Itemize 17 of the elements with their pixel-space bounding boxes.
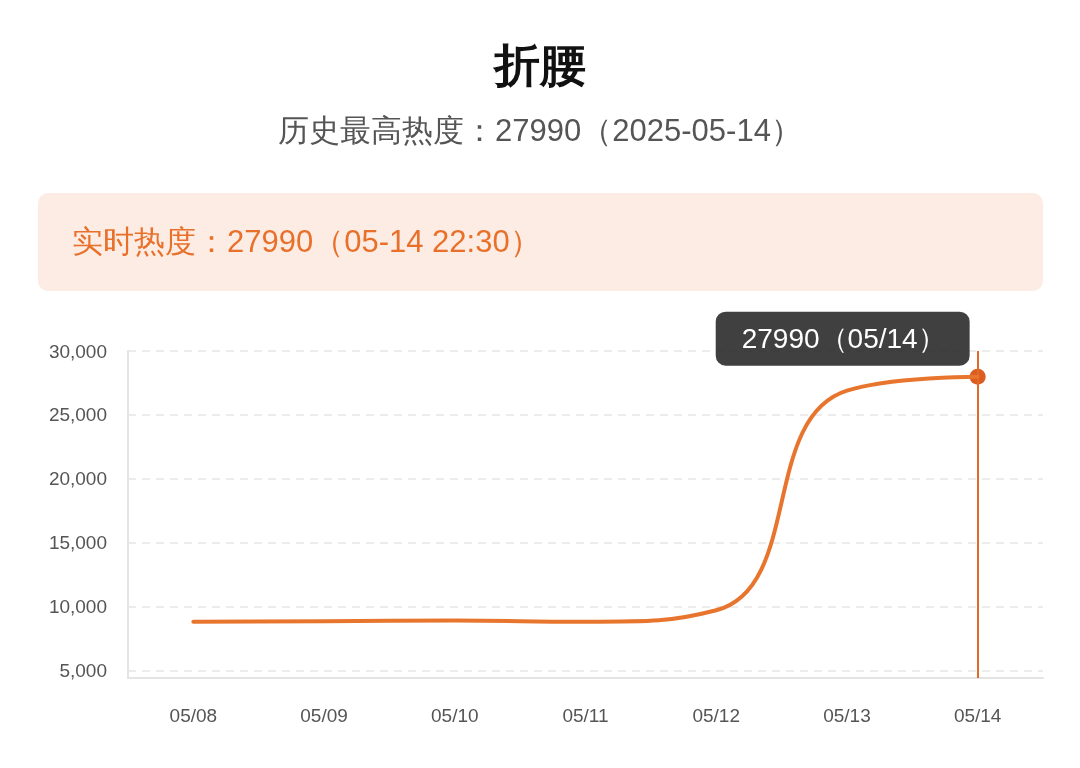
x-tick-label: 05/14 [953,705,1002,726]
y-tick-label: 15,000 [48,532,107,554]
y-tick-label: 5,000 [59,659,107,681]
y-tick-label: 25,000 [48,404,107,426]
chart-title: 折腰 [492,38,587,93]
y-tick-label: 10,000 [48,595,107,617]
x-tick-label: 05/09 [300,705,348,726]
chart-subtitle: 历史最高热度：27990（2025-05-14） [277,112,803,150]
y-tick-label: 20,000 [48,468,107,490]
x-tick-label: 05/08 [169,705,218,726]
x-tick-label: 05/12 [692,705,740,726]
notice-panel: 实时热度：27990（05-14 22:30） [38,193,1043,291]
x-tick-label: 05/13 [823,705,871,726]
annotation: 27990（05/14） [741,323,946,355]
x-tick-label: 05/11 [562,705,609,726]
y-tick-label: 30,000 [48,340,107,362]
x-tick-label: 05/10 [431,705,479,726]
